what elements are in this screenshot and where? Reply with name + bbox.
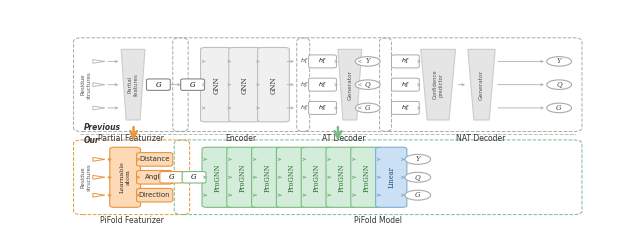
Text: Partial
features: Partial features: [127, 73, 138, 96]
Polygon shape: [338, 49, 362, 120]
Text: G: G: [365, 104, 371, 112]
FancyBboxPatch shape: [180, 79, 205, 90]
Polygon shape: [468, 49, 495, 120]
FancyBboxPatch shape: [136, 153, 173, 166]
Text: $h_2^e$: $h_2^e$: [318, 80, 327, 90]
Circle shape: [355, 103, 380, 113]
FancyBboxPatch shape: [308, 55, 337, 68]
Text: Q: Q: [556, 81, 562, 89]
Text: ProGNN: ProGNN: [239, 163, 246, 192]
FancyBboxPatch shape: [227, 147, 258, 207]
Text: G: G: [156, 81, 161, 89]
Text: Linear: Linear: [387, 166, 396, 188]
FancyBboxPatch shape: [200, 47, 232, 122]
Text: Generator: Generator: [348, 70, 353, 100]
Text: Y: Y: [415, 155, 420, 163]
Text: PiFold Model: PiFold Model: [354, 216, 402, 225]
Text: ProGNN: ProGNN: [288, 163, 296, 192]
Text: Angle: Angle: [145, 174, 164, 180]
Circle shape: [405, 190, 431, 200]
Text: $h_2^e$: $h_2^e$: [401, 80, 410, 90]
Text: GNN: GNN: [269, 76, 278, 93]
Text: G: G: [190, 81, 195, 89]
Text: Confidence
predictor: Confidence predictor: [433, 70, 444, 99]
FancyBboxPatch shape: [257, 47, 289, 122]
FancyBboxPatch shape: [136, 170, 173, 184]
FancyBboxPatch shape: [136, 188, 173, 202]
Text: $h_3^e$: $h_3^e$: [401, 103, 410, 113]
Text: ProGNN: ProGNN: [263, 163, 271, 192]
Text: PiFold Featurizer: PiFold Featurizer: [100, 216, 164, 225]
Text: NAT Decoder: NAT Decoder: [456, 134, 506, 143]
FancyBboxPatch shape: [182, 172, 206, 183]
Circle shape: [547, 57, 572, 66]
Polygon shape: [93, 193, 105, 197]
FancyBboxPatch shape: [301, 147, 332, 207]
Text: $h_3^e$: $h_3^e$: [318, 103, 327, 113]
FancyBboxPatch shape: [351, 147, 382, 207]
Text: Y: Y: [365, 57, 370, 65]
Polygon shape: [121, 49, 145, 120]
Text: Residue
structures: Residue structures: [81, 163, 92, 191]
Text: ProGNN: ProGNN: [313, 163, 321, 192]
Text: GNN: GNN: [212, 76, 220, 93]
Text: Generator: Generator: [479, 70, 484, 100]
FancyBboxPatch shape: [326, 147, 357, 207]
Text: Q: Q: [365, 81, 371, 89]
FancyBboxPatch shape: [308, 78, 337, 91]
Text: Q: Q: [415, 173, 420, 181]
Text: GNN: GNN: [241, 76, 249, 93]
Text: G: G: [415, 191, 420, 199]
FancyBboxPatch shape: [229, 47, 260, 122]
FancyBboxPatch shape: [110, 147, 141, 207]
Text: $h_1^e$: $h_1^e$: [401, 57, 410, 66]
Text: Previous: Previous: [84, 123, 121, 132]
FancyBboxPatch shape: [392, 101, 419, 114]
FancyBboxPatch shape: [376, 147, 407, 207]
Text: ProGNN: ProGNN: [338, 163, 346, 192]
Text: Distance: Distance: [140, 156, 170, 162]
FancyBboxPatch shape: [147, 79, 170, 90]
Text: Our: Our: [84, 136, 100, 145]
Text: Partial Featurizer: Partial Featurizer: [98, 134, 164, 143]
Polygon shape: [93, 157, 105, 161]
Circle shape: [405, 172, 431, 182]
Text: Encoder: Encoder: [226, 134, 257, 143]
Text: $h_3^e$: $h_3^e$: [300, 103, 308, 113]
Text: Residue
structures: Residue structures: [81, 71, 92, 98]
Text: $h_2^e$: $h_2^e$: [300, 80, 308, 90]
Polygon shape: [93, 60, 105, 63]
Polygon shape: [93, 175, 105, 179]
Circle shape: [547, 80, 572, 90]
Text: G: G: [191, 173, 197, 181]
Polygon shape: [93, 106, 105, 110]
Text: ProGNN: ProGNN: [362, 163, 371, 192]
FancyBboxPatch shape: [392, 55, 419, 68]
FancyBboxPatch shape: [160, 172, 184, 183]
Circle shape: [405, 155, 431, 164]
Circle shape: [547, 103, 572, 113]
Text: $h_1^e$: $h_1^e$: [318, 57, 327, 66]
Text: G: G: [169, 173, 175, 181]
FancyBboxPatch shape: [202, 147, 233, 207]
Text: Y: Y: [557, 57, 561, 65]
Text: Direction: Direction: [139, 192, 170, 198]
FancyBboxPatch shape: [308, 101, 337, 114]
Text: G: G: [556, 104, 562, 112]
Polygon shape: [93, 83, 105, 87]
FancyBboxPatch shape: [276, 147, 308, 207]
Text: ProGNN: ProGNN: [214, 163, 221, 192]
Circle shape: [355, 80, 380, 90]
FancyBboxPatch shape: [392, 78, 419, 91]
Circle shape: [355, 57, 380, 66]
Text: Learnable
atom: Learnable atom: [120, 161, 131, 193]
FancyBboxPatch shape: [252, 147, 283, 207]
Text: AT Decoder: AT Decoder: [323, 134, 366, 143]
Polygon shape: [420, 49, 456, 120]
Text: $h_1^e$: $h_1^e$: [300, 57, 308, 66]
